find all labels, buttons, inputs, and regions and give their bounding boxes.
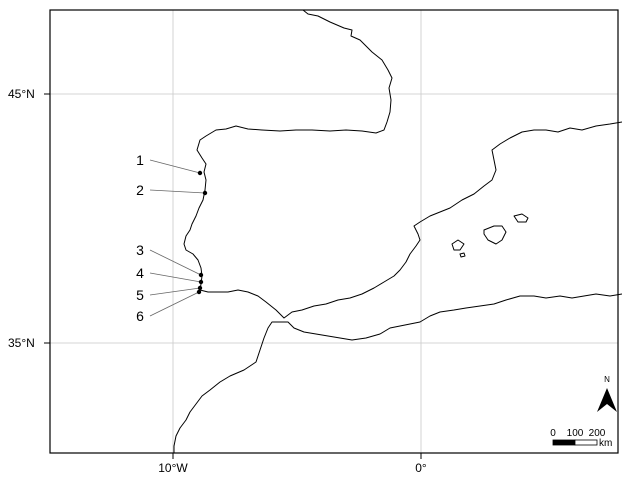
graticule <box>50 10 618 453</box>
ibiza-island <box>451 239 465 251</box>
site-label-6: 6 <box>136 308 144 324</box>
site-label-4: 4 <box>136 265 144 281</box>
leader-line-6 <box>149 291 200 317</box>
lon-label-10w: 10°W <box>158 461 188 475</box>
scale-tick-200: 200 <box>589 428 606 439</box>
scale-segment-filled <box>552 439 576 446</box>
scale-bar: 0 100 200 km <box>550 428 612 449</box>
site-marker-1 <box>197 170 203 176</box>
site-marker-6 <box>196 289 202 295</box>
scale-tick-100: 100 <box>567 428 584 439</box>
site-marker-2 <box>202 190 208 196</box>
scale-segment-empty <box>574 439 598 446</box>
lon-label-0: 0° <box>415 461 427 475</box>
axis-labels: 45°N 35°N 10°W 0° <box>8 87 427 475</box>
north-arrow-icon <box>597 388 617 412</box>
iberia-coast <box>183 9 622 319</box>
formentera-island <box>459 252 466 258</box>
north-africa-coast <box>173 293 622 453</box>
menorca-island <box>513 213 529 223</box>
leader-line-2 <box>149 189 206 194</box>
north-arrow: N <box>597 375 617 412</box>
site-label-1: 1 <box>136 152 144 168</box>
site-leaders <box>149 159 206 317</box>
north-arrow-label: N <box>604 375 610 384</box>
site-label-3: 3 <box>136 242 144 258</box>
site-label-2: 2 <box>136 182 144 198</box>
site-labels: 1 2 3 4 5 6 <box>136 152 144 324</box>
site-marker-4 <box>198 279 204 285</box>
lat-label-35n: 35°N <box>8 336 35 350</box>
leader-line-1 <box>149 159 201 174</box>
leader-line-4 <box>149 272 202 283</box>
axis-ticks <box>44 93 422 459</box>
map-frame <box>49 9 619 454</box>
site-label-5: 5 <box>136 287 144 303</box>
site-marker-3 <box>198 272 204 278</box>
leader-line-3 <box>149 249 202 276</box>
coastlines <box>173 9 622 453</box>
scale-unit: km <box>599 438 612 449</box>
scale-tick-0: 0 <box>550 428 556 439</box>
site-markers <box>196 170 208 295</box>
leader-line-5 <box>149 287 201 296</box>
mallorca-island <box>483 225 507 245</box>
site-marker-5 <box>197 285 203 291</box>
lat-label-45n: 45°N <box>8 87 35 101</box>
